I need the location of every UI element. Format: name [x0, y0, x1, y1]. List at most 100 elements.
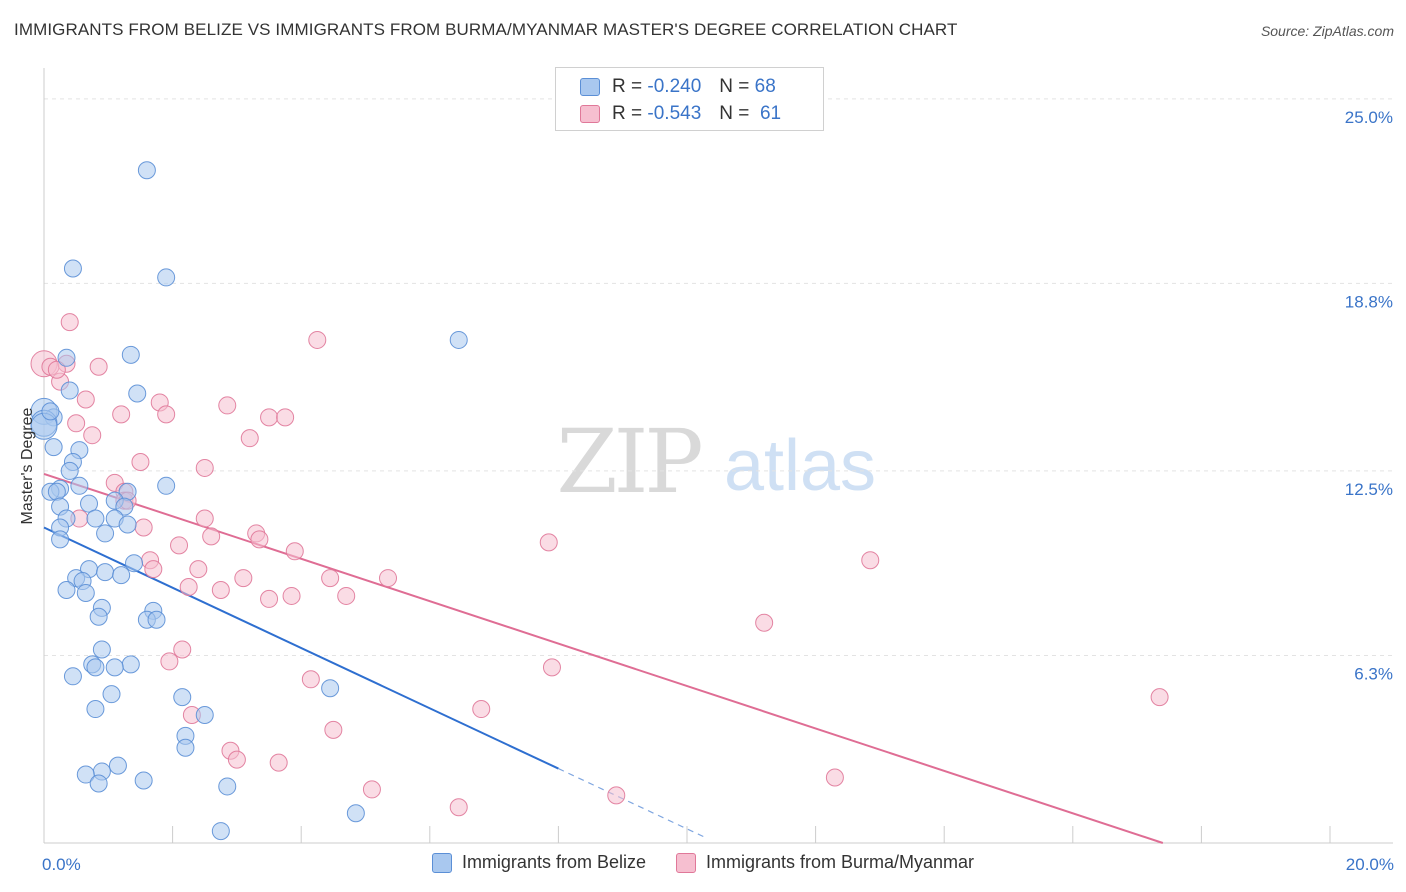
point-belize — [89, 774, 108, 793]
x-tick-label: 0.0% — [42, 855, 81, 874]
point-burma — [269, 753, 288, 772]
legend-swatch-burma — [580, 105, 600, 123]
point-burma — [173, 640, 192, 659]
point-belize — [176, 738, 195, 757]
point-burma — [170, 536, 189, 555]
point-burma — [324, 720, 343, 739]
watermark-zip: ZIP — [556, 410, 701, 513]
point-burma — [67, 414, 86, 433]
point-burma — [131, 452, 150, 471]
point-burma — [227, 750, 246, 769]
source-label: Source: ZipAtlas.com — [1260, 23, 1394, 39]
legend-row-belize: R = -0.240 N = 68 — [580, 75, 776, 99]
point-burma — [539, 533, 558, 552]
trend-belize-solid — [43, 526, 559, 770]
point-burma — [362, 780, 381, 799]
trend-burma-solid — [43, 472, 1164, 844]
point-belize — [173, 688, 192, 707]
point-belize — [86, 509, 105, 528]
point-belize — [86, 700, 105, 719]
point-belize — [128, 384, 147, 403]
legend-row-burma: R = -0.543 N = 61 — [580, 102, 781, 126]
point-belize — [134, 771, 153, 790]
point-belize — [60, 381, 79, 400]
x-tick-label: 20.0% — [1346, 855, 1394, 874]
legend-n-label: N = — [719, 103, 750, 124]
point-burma — [542, 658, 561, 677]
point-burma — [1150, 688, 1169, 707]
point-belize — [96, 524, 115, 543]
point-belize — [321, 679, 340, 698]
point-burma — [449, 798, 468, 817]
bottom-legend-swatch-burma — [675, 852, 696, 873]
bottom-legend: Immigrants from Belize Immigrants from B… — [0, 852, 1406, 873]
point-belize — [157, 476, 176, 495]
point-burma — [472, 700, 491, 719]
point-belize — [108, 756, 127, 775]
y-tick-label: 18.8% — [1345, 292, 1393, 311]
point-belize — [51, 530, 70, 549]
trend-line-burma — [43, 472, 1164, 844]
point-burma — [76, 390, 95, 409]
legend-r-value-belize: -0.240 — [647, 76, 702, 97]
point-burma — [89, 357, 108, 376]
point-burma — [240, 429, 259, 448]
watermark: ZIP atlas — [556, 410, 876, 513]
point-burma — [189, 560, 208, 579]
point-burma — [202, 527, 221, 546]
point-burma — [234, 569, 253, 588]
point-burma — [276, 408, 295, 427]
bottom-legend-label-burma: Immigrants from Burma/Myanmar — [705, 852, 975, 872]
point-burma — [218, 396, 237, 415]
series-belize — [30, 161, 468, 841]
point-burma — [301, 670, 320, 689]
point-belize — [218, 777, 237, 796]
point-burma — [282, 586, 301, 605]
point-belize — [118, 515, 137, 534]
legend-r-label: R = — [612, 76, 643, 97]
legend-n-label: N = — [719, 76, 750, 97]
point-belize — [115, 497, 134, 516]
point-belize — [96, 563, 115, 582]
point-belize — [47, 482, 66, 501]
trend-belize-dashed — [558, 768, 707, 839]
point-burma — [321, 569, 340, 588]
point-burma — [337, 586, 356, 605]
point-belize — [86, 658, 105, 677]
point-burma — [285, 542, 304, 561]
point-burma — [47, 360, 66, 379]
point-belize — [137, 161, 156, 180]
bottom-legend-item-burma: Immigrants from Burma/Myanmar — [675, 852, 975, 873]
bottom-legend-label-belize: Immigrants from Belize — [461, 852, 646, 872]
point-burma — [160, 652, 179, 671]
point-burma — [179, 578, 198, 597]
point-belize — [80, 494, 99, 513]
point-belize — [346, 804, 365, 823]
tick-labels: 6.3% 12.5% 18.8% 25.0% 0.0% 20.0% — [42, 108, 1394, 874]
point-belize — [449, 330, 468, 349]
point-belize — [76, 583, 95, 602]
point-burma — [60, 313, 79, 332]
point-burma — [83, 426, 102, 445]
legend-swatch-belize — [580, 78, 600, 96]
point-burma — [308, 330, 327, 349]
point-belize — [195, 706, 214, 725]
point-burma — [825, 768, 844, 787]
bottom-legend-item-belize: Immigrants from Belize — [431, 852, 646, 873]
bottom-legend-swatch-belize — [431, 852, 452, 873]
point-belize — [121, 655, 140, 674]
point-belize — [44, 438, 63, 457]
point-belize — [102, 685, 121, 704]
series-burma — [30, 313, 1169, 817]
watermark-atlas: atlas — [724, 426, 876, 506]
point-belize — [63, 259, 82, 278]
point-belize — [41, 402, 60, 421]
legend-n-value-burma: 61 — [759, 103, 782, 124]
point-burma — [211, 580, 230, 599]
point-belize — [211, 822, 230, 841]
point-burma — [144, 560, 163, 579]
point-burma — [607, 786, 626, 805]
legend-r-label: R = — [612, 103, 643, 124]
point-burma — [157, 405, 176, 424]
